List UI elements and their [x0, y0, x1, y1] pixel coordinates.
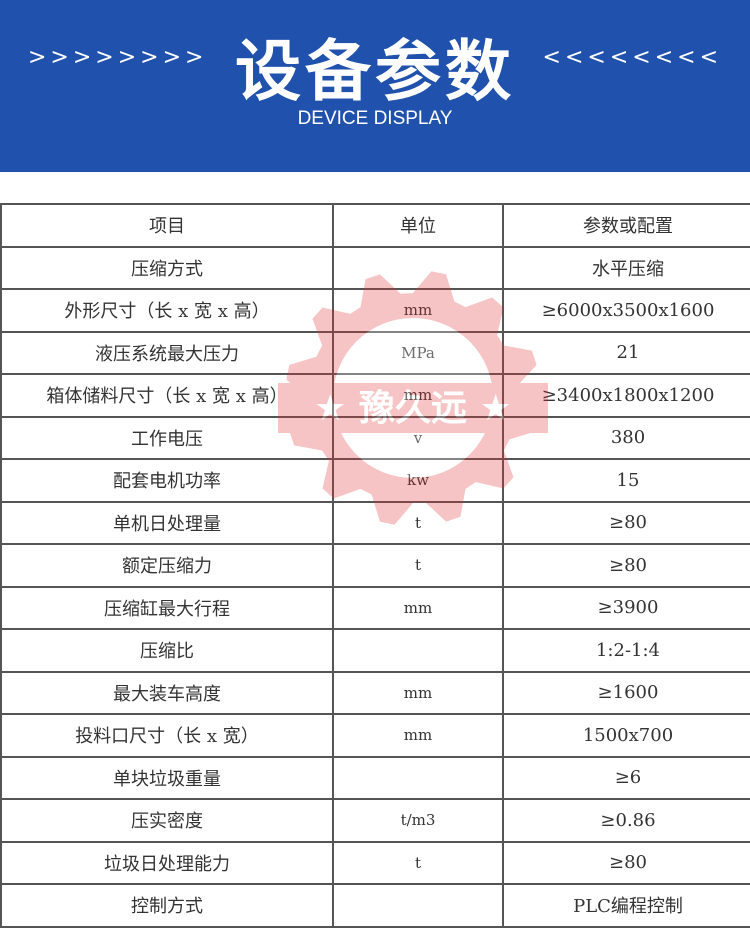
cell-item: 压缩缸最大行程: [0, 585, 334, 630]
cell-value: ≥80: [502, 543, 750, 588]
cell-item: 垃圾日处理能力: [0, 840, 334, 885]
header-item: 项目: [0, 203, 334, 248]
cell-item: 控制方式: [0, 883, 334, 928]
cell-item: 工作电压: [0, 415, 334, 460]
table-row: 垃圾日处理能力 t ≥80: [0, 840, 750, 885]
cell-unit: kw: [332, 458, 504, 503]
cell-unit: mm: [332, 713, 504, 758]
cell-unit: mm: [332, 373, 504, 418]
cell-item: 投料口尺寸（长 x 宽）: [0, 713, 334, 758]
cell-unit: [332, 245, 504, 290]
cell-unit: MPa: [332, 330, 504, 375]
cell-item: 单块垃圾重量: [0, 755, 334, 800]
cell-value: PLC编程控制: [502, 883, 750, 928]
page-title: 设备参数: [235, 33, 515, 110]
cell-value: ≥6: [502, 755, 750, 800]
cell-item: 外形尺寸（长 x 宽 x 高）: [0, 288, 334, 333]
table-row: 压缩方式 水平压缩: [0, 245, 750, 290]
table-row: 工作电压 v 380: [0, 415, 750, 460]
cell-item: 压实密度: [0, 798, 334, 843]
table-row: 单机日处理量 t ≥80: [0, 500, 750, 545]
cell-item: 压缩方式: [0, 245, 334, 290]
cell-item: 单机日处理量: [0, 500, 334, 545]
table-row: 控制方式 PLC编程控制: [0, 883, 750, 928]
table-row: 压实密度 t/m3 ≥0.86: [0, 798, 750, 843]
table-row: 压缩比 1:2-1:4: [0, 628, 750, 673]
cell-item: 液压系统最大压力: [0, 330, 334, 375]
table-row: 压缩缸最大行程 mm ≥3900: [0, 585, 750, 630]
table-row: 单块垃圾重量 ≥6: [0, 755, 750, 800]
cell-value: 21: [502, 330, 750, 375]
header-value: 参数或配置: [502, 203, 750, 248]
header-unit: 单位: [332, 203, 504, 248]
cell-value: ≥1600: [502, 670, 750, 715]
table-row: 额定压缩力 t ≥80: [0, 543, 750, 588]
cell-unit: mm: [332, 670, 504, 715]
cell-unit: mm: [332, 288, 504, 333]
table-row: 配套电机功率 kw 15: [0, 458, 750, 503]
cell-item: 额定压缩力: [0, 543, 334, 588]
cell-unit: t: [332, 543, 504, 588]
cell-unit: v: [332, 415, 504, 460]
cell-value: 15: [502, 458, 750, 503]
table-row: 液压系统最大压力 MPa 21: [0, 330, 750, 375]
cell-unit: [332, 755, 504, 800]
cell-value: ≥80: [502, 840, 750, 885]
cell-unit: t: [332, 500, 504, 545]
cell-item: 最大装车高度: [0, 670, 334, 715]
parameter-table: 项目 单位 参数或配置 压缩方式 水平压缩 外形尺寸（长 x 宽 x 高） mm ≥60…: [0, 203, 750, 928]
cell-value: ≥6000x3500x1600: [502, 288, 750, 333]
cell-value: 1:2-1:4: [502, 628, 750, 673]
table-row: 箱体储料尺寸（长 x 宽 x 高） mm ≥3400x1800x1200: [0, 373, 750, 418]
table-row: 最大装车高度 mm ≥1600: [0, 670, 750, 715]
table-row: 投料口尺寸（长 x 宽） mm 1500x700: [0, 713, 750, 758]
cell-unit: t: [332, 840, 504, 885]
right-arrows: <<<<<<<<: [542, 45, 722, 70]
cell-value: ≥3400x1800x1200: [502, 373, 750, 418]
cell-unit: [332, 628, 504, 673]
cell-unit: t/m3: [332, 798, 504, 843]
table-header-row: 项目 单位 参数或配置: [0, 203, 750, 248]
cell-value: ≥3900: [502, 585, 750, 630]
header-banner: >>>>>>>> 设备参数 <<<<<<<< DEVICE DISPLAY: [0, 0, 750, 172]
cell-item: 配套电机功率: [0, 458, 334, 503]
page-subtitle: DEVICE DISPLAY: [297, 108, 453, 129]
cell-item: 箱体储料尺寸（长 x 宽 x 高）: [0, 373, 334, 418]
cell-item: 压缩比: [0, 628, 334, 673]
cell-value: 1500x700: [502, 713, 750, 758]
cell-unit: [332, 883, 504, 928]
table-row: 外形尺寸（长 x 宽 x 高） mm ≥6000x3500x1600: [0, 288, 750, 333]
cell-unit: mm: [332, 585, 504, 630]
cell-value: 380: [502, 415, 750, 460]
cell-value: ≥0.86: [502, 798, 750, 843]
cell-value: 水平压缩: [502, 245, 750, 290]
left-arrows: >>>>>>>>: [28, 45, 208, 70]
cell-value: ≥80: [502, 500, 750, 545]
